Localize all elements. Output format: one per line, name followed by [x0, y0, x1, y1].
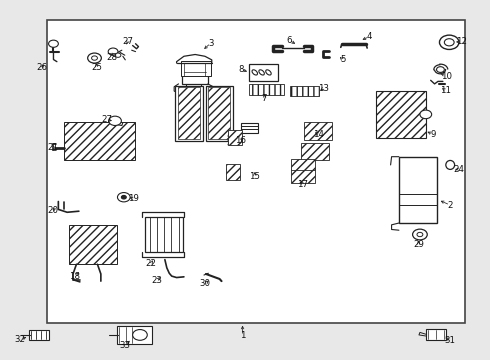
Bar: [174, 86, 203, 141]
Text: 28: 28: [107, 53, 118, 62]
Bar: [228, 130, 242, 145]
Text: 32: 32: [15, 335, 26, 344]
Text: 6: 6: [286, 36, 292, 45]
Text: 24: 24: [454, 165, 465, 174]
Text: 16: 16: [235, 136, 245, 145]
Circle shape: [413, 229, 427, 240]
Bar: [399, 157, 437, 223]
Ellipse shape: [446, 161, 455, 170]
Text: 19: 19: [128, 194, 139, 203]
Circle shape: [440, 35, 459, 49]
Text: 5: 5: [340, 55, 345, 64]
Ellipse shape: [252, 70, 258, 75]
Text: 14: 14: [313, 130, 324, 139]
Circle shape: [122, 195, 126, 199]
Text: 23: 23: [151, 276, 163, 285]
Bar: [29, 329, 49, 339]
Text: 8: 8: [238, 65, 244, 74]
Circle shape: [88, 53, 101, 63]
Bar: [146, 217, 183, 252]
Bar: [292, 169, 315, 183]
Text: 27: 27: [122, 37, 133, 46]
Text: 13: 13: [318, 84, 329, 93]
Bar: [180, 61, 211, 76]
Text: 3: 3: [208, 39, 214, 48]
Text: 10: 10: [441, 72, 452, 81]
Text: 22: 22: [146, 259, 157, 268]
Bar: [249, 84, 284, 95]
Ellipse shape: [259, 70, 264, 75]
Bar: [69, 225, 117, 264]
Text: 11: 11: [440, 86, 451, 95]
Text: 33: 33: [120, 341, 131, 350]
Bar: [376, 91, 426, 138]
Bar: [208, 87, 230, 139]
Text: 7: 7: [262, 94, 267, 103]
Text: 15: 15: [249, 172, 260, 181]
Ellipse shape: [266, 70, 271, 75]
Text: 29: 29: [413, 240, 424, 249]
Text: 25: 25: [91, 63, 102, 72]
Text: 1: 1: [240, 332, 245, 341]
Text: 26: 26: [36, 63, 47, 72]
Text: 21: 21: [47, 143, 58, 152]
Text: 12: 12: [457, 37, 467, 46]
Text: 30: 30: [199, 279, 210, 288]
Bar: [301, 143, 329, 160]
Bar: [249, 64, 278, 81]
Text: 17: 17: [297, 180, 308, 189]
Circle shape: [115, 53, 121, 57]
Bar: [206, 86, 233, 141]
Text: 9: 9: [430, 130, 436, 139]
Bar: [64, 122, 135, 160]
Bar: [292, 159, 315, 170]
Circle shape: [133, 329, 147, 340]
Bar: [426, 329, 446, 339]
Bar: [117, 326, 152, 344]
Bar: [47, 21, 465, 323]
Text: 20: 20: [47, 206, 58, 215]
Bar: [177, 87, 199, 139]
Text: 2: 2: [447, 201, 453, 210]
Text: 27: 27: [102, 115, 113, 124]
Circle shape: [49, 40, 58, 47]
Text: 18: 18: [70, 271, 80, 280]
Circle shape: [417, 232, 423, 237]
Bar: [182, 63, 208, 84]
Text: 31: 31: [445, 336, 456, 345]
Circle shape: [437, 67, 444, 72]
Circle shape: [118, 193, 130, 202]
Circle shape: [420, 110, 432, 119]
Circle shape: [92, 56, 98, 60]
Circle shape: [109, 116, 122, 126]
Text: 4: 4: [367, 32, 372, 41]
Circle shape: [444, 39, 454, 46]
Bar: [226, 164, 240, 180]
Bar: [290, 86, 319, 96]
Bar: [304, 122, 332, 140]
Circle shape: [108, 48, 118, 55]
Bar: [241, 123, 258, 134]
